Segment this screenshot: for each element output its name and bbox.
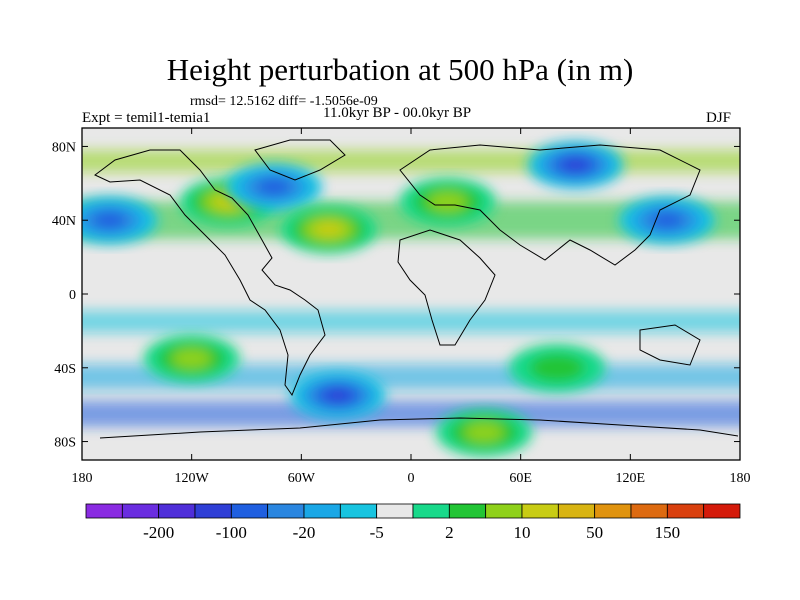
colorbar-swatch: [303, 503, 341, 519]
colorbar-swatch: [594, 503, 632, 519]
y-tick-label: 80N: [52, 140, 76, 155]
colorbar-swatch: [158, 503, 196, 519]
anomaly-antarctic-high: [436, 408, 533, 457]
x-tick-label: 180: [730, 471, 751, 486]
anomaly-contour: [464, 422, 504, 443]
anomaly-hudson-bay-low: [225, 163, 322, 212]
y-tick-label: 0: [69, 288, 76, 303]
anomaly-south-pacific-high: [143, 334, 240, 383]
x-tick-label: 120E: [616, 471, 646, 486]
colorbar-label: -20: [293, 523, 316, 542]
anomaly-contour: [313, 221, 345, 238]
coastlines: [94, 139, 739, 439]
colorbar-label: 10: [514, 523, 531, 542]
colorbar-label: -200: [143, 523, 174, 542]
colorbar-label: -5: [370, 523, 384, 542]
coastline: [254, 139, 346, 181]
x-tick-label: 60W: [288, 471, 316, 486]
anomaly-europe-high: [399, 177, 496, 226]
colorbar-swatch: [703, 503, 741, 519]
y-tick-label: 40N: [52, 214, 76, 229]
anomaly-contour: [325, 389, 351, 402]
colorbar-label: 2: [445, 523, 454, 542]
anomaly-contour: [94, 212, 125, 228]
y-tick-label: 80S: [54, 436, 76, 451]
colorbar-swatch: [194, 503, 232, 519]
anomaly-contour: [171, 348, 212, 369]
anomaly-contour: [427, 191, 468, 212]
x-tick-label: 60E: [509, 471, 532, 486]
period-label: 11.0kyr BP - 00.0kyr BP: [323, 105, 472, 121]
coastline: [99, 417, 739, 439]
season-label: DJF: [706, 110, 732, 126]
y-tick-label: 40S: [54, 362, 76, 377]
colorbar-swatch: [557, 503, 596, 519]
anomaly-north-pacific-low: [82, 196, 158, 245]
colorbar-swatch: [485, 503, 523, 519]
colorbar-swatch: [448, 503, 487, 519]
rmsd-diff-stats: rmsd= 12.5162 diff= -1.5056e-09: [190, 94, 378, 109]
field-band: [82, 310, 740, 333]
colorbar-swatch: [121, 503, 160, 519]
anomaly-south-atlantic-low: [289, 371, 386, 420]
colorbar-swatch: [267, 503, 305, 519]
anomaly-contour: [563, 158, 588, 172]
anomaly-contour: [651, 212, 683, 228]
field-layer: [82, 128, 740, 460]
field-band: [82, 400, 740, 427]
colorbar-swatch: [666, 503, 705, 519]
colorbar-label: 150: [655, 523, 681, 542]
anomaly-siberia-low: [527, 140, 624, 189]
x-tick-label: 0: [408, 471, 415, 486]
x-tick-label: 120W: [175, 471, 210, 486]
colorbar-swatch: [412, 503, 450, 519]
anomaly-contour: [529, 353, 586, 382]
colorbar-swatch: [630, 503, 668, 519]
anomaly-east-asia-low: [618, 196, 715, 245]
x-tick-label: 180: [72, 471, 93, 486]
field-band: [82, 150, 740, 173]
colorbar-swatch: [85, 503, 123, 519]
anomaly-contour: [258, 179, 290, 195]
coastline: [399, 144, 701, 266]
colorbar-swatch: [376, 503, 414, 519]
coastline: [94, 149, 326, 397]
anomaly-indian-ocean-high: [509, 343, 606, 392]
anomaly-north-atlantic-high: [280, 205, 377, 254]
experiment-label: Expt = temil1-temia1: [82, 110, 211, 126]
colorbar-swatch: [521, 503, 559, 519]
chart-title: Height perturbation at 500 hPa (in m): [166, 52, 634, 87]
colorbar-label: 50: [586, 523, 603, 542]
coastline: [639, 324, 701, 366]
colorbar-label: -100: [216, 523, 247, 542]
colorbar-swatch: [230, 503, 269, 519]
colorbar-swatch: [339, 503, 378, 519]
coastline: [397, 229, 496, 346]
